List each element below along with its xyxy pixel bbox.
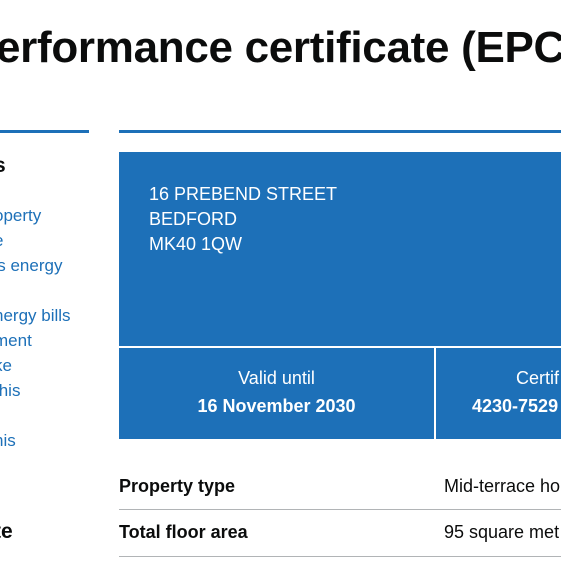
valid-until-value: 16 November 2030	[197, 396, 356, 416]
main-top-rule	[119, 130, 561, 133]
sidebar-item: e	[0, 228, 71, 253]
address-postcode: MK40 1QW	[149, 234, 243, 254]
sidebar-item: 's energy	[0, 253, 71, 278]
summary-value: 95 square met	[444, 522, 560, 542]
address-line-street: 16 PREBEND STREET	[149, 184, 338, 204]
address-panel: 16 PREBEND STREET BEDFORD MK40 1QW	[119, 152, 561, 346]
sidebar-link-rating[interactable]: e	[0, 231, 3, 250]
valid-until-label: Valid until	[238, 368, 315, 388]
sidebar-link-energy-performance[interactable]: 's energy	[0, 256, 63, 275]
sidebar-item: ke	[0, 353, 71, 378]
summary-key: Total floor area	[119, 522, 248, 542]
sidebar-link-his[interactable]: his	[0, 431, 16, 450]
certificate-number-label: Certif	[516, 368, 560, 388]
summary-row-floor-area: Total floor area 95 square met	[119, 510, 561, 557]
summary-key: Property type	[119, 476, 236, 496]
sidebar-link-this[interactable]: this	[0, 381, 21, 400]
certificate-number-value: 4230-7529	[472, 396, 559, 416]
sidebar-item	[0, 403, 71, 428]
property-address: 16 PREBEND STREET BEDFORD MK40 1QW	[149, 182, 337, 257]
sidebar-item: this	[0, 378, 71, 403]
sidebar-item	[0, 278, 71, 303]
valid-until-cell: Valid until 16 November 2030	[119, 348, 434, 439]
sidebar-item: his	[0, 428, 71, 453]
sidebar-link-improvement[interactable]: ment	[0, 331, 32, 350]
page-title: erformance certificate (EPC	[0, 23, 561, 72]
sidebar-link-list: operty e 's energy nergy bills ment ke t…	[0, 203, 71, 453]
property-summary-list: Property type Mid-terrace ho Total floor…	[119, 464, 561, 557]
sidebar-item: operty	[0, 203, 71, 228]
contents-sidebar: s operty e 's energy nergy bills ment ke…	[0, 130, 89, 561]
sidebar-link-make[interactable]: ke	[0, 356, 12, 375]
summary-value: Mid-terrace ho	[444, 476, 561, 496]
address-line-town: BEDFORD	[149, 209, 238, 229]
certificate-number-cell: Certif 4230-7529	[436, 348, 561, 439]
sidebar-link-energy-bills[interactable]: nergy bills	[0, 306, 71, 325]
certificate-info-row: Valid until 16 November 2030 Certif 4230…	[119, 348, 561, 439]
summary-row-property-type: Property type Mid-terrace ho	[119, 464, 561, 510]
sidebar-heading-contents: s	[0, 154, 6, 178]
sidebar-item: ment	[0, 328, 71, 353]
sidebar-link-property[interactable]: operty	[0, 206, 42, 225]
sidebar-item: nergy bills	[0, 303, 71, 328]
sidebar-heading-share: te	[0, 520, 13, 543]
sidebar-top-rule	[0, 130, 89, 133]
